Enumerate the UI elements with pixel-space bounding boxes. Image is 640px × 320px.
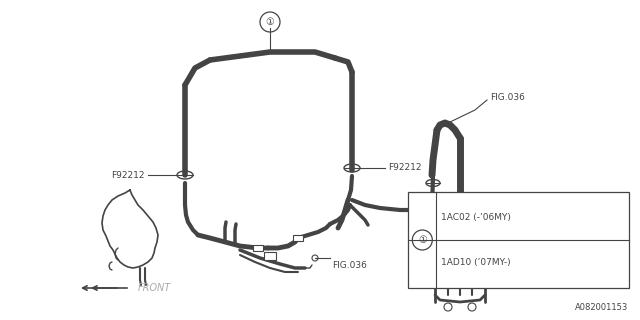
Bar: [264, 252, 276, 260]
Text: 1AC02 (-’06MY): 1AC02 (-’06MY): [442, 213, 511, 222]
Text: ①: ①: [266, 17, 275, 27]
Bar: [408, 192, 629, 288]
Text: FIG.036: FIG.036: [332, 260, 367, 269]
Bar: [293, 235, 303, 241]
Text: FRONT: FRONT: [138, 283, 172, 293]
Text: ①: ①: [418, 235, 427, 245]
Text: F92212: F92212: [388, 164, 422, 172]
Text: A082001153: A082001153: [575, 303, 628, 312]
Text: 1AD10 (’07MY-): 1AD10 (’07MY-): [442, 258, 511, 267]
Text: F92212: F92212: [111, 171, 145, 180]
Text: FIG.036: FIG.036: [490, 93, 525, 102]
Bar: [253, 245, 263, 251]
